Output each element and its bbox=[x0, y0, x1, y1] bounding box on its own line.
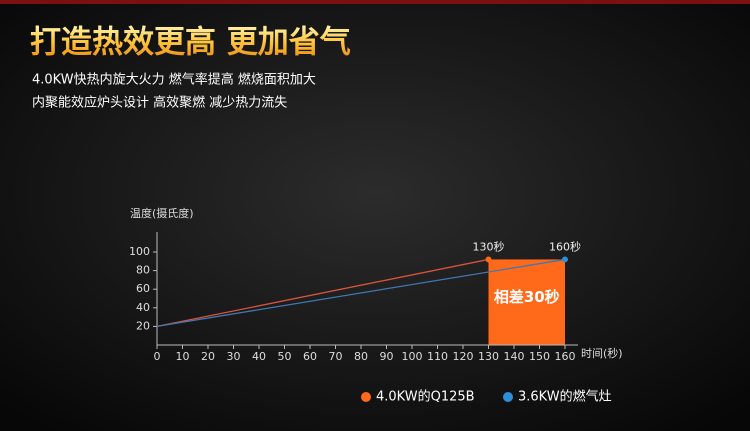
y-tick-label: 60 bbox=[136, 282, 150, 295]
top-band bbox=[0, 0, 750, 4]
end-point bbox=[485, 256, 492, 263]
series-line bbox=[156, 258, 489, 328]
x-tick-label: 130 bbox=[478, 350, 499, 363]
end-annotation: 160秒 bbox=[549, 239, 581, 253]
x-tick-label: 20 bbox=[201, 350, 215, 363]
legend-swatch bbox=[361, 392, 371, 402]
x-axis-label: 时间(秒) bbox=[581, 346, 623, 360]
x-tick-label: 80 bbox=[354, 350, 368, 363]
x-tick-label: 90 bbox=[380, 350, 394, 363]
x-tick-label: 10 bbox=[176, 350, 190, 363]
x-tick-label: 110 bbox=[427, 350, 448, 363]
x-tick-label: 60 bbox=[303, 350, 317, 363]
x-tick-label: 150 bbox=[529, 350, 550, 363]
x-tick-label: 100 bbox=[402, 350, 423, 363]
x-tick-label: 50 bbox=[278, 350, 292, 363]
x-tick-label: 40 bbox=[252, 350, 266, 363]
series-line bbox=[156, 258, 566, 328]
chart: 相差30秒 温度(摄氏度) 时间(秒) 20 40 60 80 100 0 10 20 30 40 50 6… bbox=[129, 206, 623, 405]
y-tick-label: 100 bbox=[129, 245, 150, 258]
x-tick-label: 140 bbox=[504, 350, 525, 363]
x-tick-label: 0 bbox=[154, 350, 161, 363]
x-tick-label: 30 bbox=[227, 350, 241, 363]
x-tick-label: 120 bbox=[453, 350, 474, 363]
x-tick-label: 160 bbox=[555, 350, 576, 363]
y-axis-label: 温度(摄氏度) bbox=[130, 206, 194, 220]
subtitle-line: 内聚能效应炉头设计 高效聚燃 减少热力流失 bbox=[32, 95, 287, 111]
legend-swatch bbox=[503, 392, 513, 402]
y-tick-label: 40 bbox=[136, 301, 150, 314]
subtitle-line: 4.0KW快热内旋大火力 燃气率提高 燃烧面积加大 bbox=[32, 72, 316, 88]
end-annotation: 130秒 bbox=[473, 239, 505, 253]
end-point bbox=[562, 256, 568, 263]
legend-label: 4.0KW的Q125B bbox=[376, 389, 475, 405]
legend-label: 3.6KW的燃气灶 bbox=[518, 389, 612, 405]
x-tick-label: 70 bbox=[329, 350, 343, 363]
title: 打造热效更高 更加省气 bbox=[30, 25, 351, 61]
y-tick-label: 80 bbox=[136, 264, 150, 277]
difference-label: 相差30秒 bbox=[494, 288, 560, 306]
difference-bar bbox=[488, 259, 565, 345]
y-tick-label: 20 bbox=[136, 319, 150, 332]
